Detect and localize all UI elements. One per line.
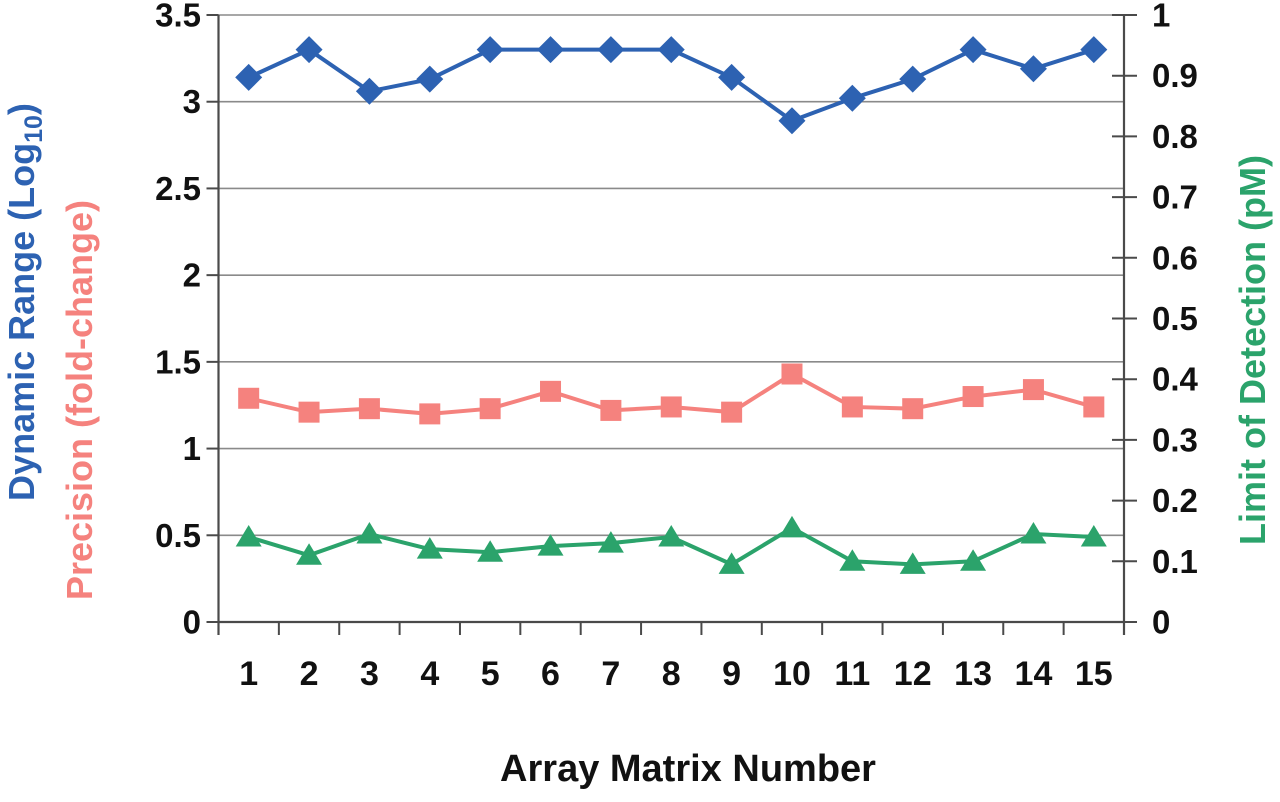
x-axis-tick-label: 11 <box>834 655 870 693</box>
right-axis-tick-label: 0 <box>1152 604 1170 641</box>
left-axis-tick-label: 0.5 <box>155 517 201 554</box>
marker-limit-of-detection-pm-2 <box>296 543 323 565</box>
right-axis-tick-label: 0.2 <box>1152 482 1198 519</box>
marker-dynamic-range-log10-14 <box>1019 55 1047 83</box>
x-axis-tick-label: 4 <box>420 655 439 693</box>
x-axis-tick-label: 9 <box>722 655 741 693</box>
x-axis-tick-label: 12 <box>894 655 932 693</box>
marker-dynamic-range-log10-6 <box>537 36 565 64</box>
left-axis-tick-label: 3.5 <box>155 0 201 34</box>
marker-dynamic-range-log10-1 <box>235 63 263 91</box>
marker-limit-of-detection-pm-13 <box>960 549 987 571</box>
right-axis-tick-label: 0.5 <box>1152 300 1198 337</box>
right-axis-tick-label: 0.6 <box>1152 239 1198 276</box>
x-axis-tick-label: 6 <box>541 655 560 693</box>
marker-precision-fold-change-14 <box>1022 379 1044 401</box>
x-axis-title: Array Matrix Number <box>500 748 876 790</box>
dynamic-range-title-close-paren: ) <box>1 103 42 116</box>
marker-dynamic-range-log10-5 <box>476 36 504 64</box>
right-axis-tick-label: 0.9 <box>1152 57 1198 94</box>
x-axis-tick-label: 3 <box>360 655 379 693</box>
right-axis-tick-label: 1 <box>1152 0 1170 34</box>
x-axis-tick-label: 2 <box>300 655 319 693</box>
right-axis-tick-label: 0.1 <box>1152 543 1198 580</box>
marker-precision-fold-change-11 <box>841 396 863 418</box>
marker-precision-fold-change-2 <box>298 401 320 423</box>
marker-dynamic-range-log10-12 <box>899 65 927 93</box>
marker-limit-of-detection-pm-10 <box>778 515 805 538</box>
left-axis-tick-label: 0 <box>183 604 201 641</box>
x-axis-tick-label: 14 <box>1015 655 1053 693</box>
right-axis-tick-label: 0.8 <box>1152 118 1198 155</box>
marker-precision-fold-change-9 <box>721 401 743 423</box>
right-axis-tick-label: 0.3 <box>1152 421 1198 458</box>
marker-precision-fold-change-5 <box>479 398 501 420</box>
marker-dynamic-range-log10-8 <box>657 36 685 64</box>
dynamic-range-title-subscript: 10 <box>20 115 49 143</box>
left-axis-tick-label: 3 <box>183 83 201 120</box>
marker-dynamic-range-log10-13 <box>959 36 987 64</box>
right-axis-tick-label: 0.7 <box>1152 179 1198 216</box>
left-axis-tick-label: 1 <box>183 430 201 467</box>
marker-precision-fold-change-13 <box>962 386 984 408</box>
marker-dynamic-range-log10-10 <box>778 107 806 135</box>
x-axis-tick-label: 1 <box>239 655 258 693</box>
marker-limit-of-detection-pm-15 <box>1080 525 1107 547</box>
marker-precision-fold-change-12 <box>902 398 924 420</box>
marker-limit-of-detection-pm-5 <box>477 540 504 562</box>
marker-dynamic-range-log10-9 <box>718 63 746 91</box>
marker-dynamic-range-log10-2 <box>295 36 323 64</box>
marker-precision-fold-change-1 <box>238 387 260 409</box>
marker-precision-fold-change-8 <box>660 396 682 418</box>
right-axis-tick-label: 0.4 <box>1152 361 1199 398</box>
marker-precision-fold-change-4 <box>419 403 441 425</box>
x-axis-tick-label: 7 <box>601 655 620 693</box>
dynamic-range-title-text: Dynamic Range (Log <box>1 142 42 501</box>
x-axis-tick-label: 5 <box>481 655 500 693</box>
marker-limit-of-detection-pm-8 <box>658 525 685 547</box>
marker-dynamic-range-log10-11 <box>838 84 866 112</box>
marker-limit-of-detection-pm-3 <box>356 521 383 544</box>
marker-limit-of-detection-pm-11 <box>839 549 866 571</box>
left-axis-title-dynamic-range: Dynamic Range (Log10) <box>0 0 49 612</box>
marker-limit-of-detection-pm-7 <box>597 531 624 553</box>
left-axis-tick-label: 1.5 <box>155 343 201 380</box>
marker-limit-of-detection-pm-4 <box>416 537 443 559</box>
marker-limit-of-detection-pm-1 <box>235 525 262 547</box>
marker-precision-fold-change-6 <box>540 380 562 402</box>
right-axis-title-limit-of-detection: Limit of Detection (pM) <box>1232 155 1273 545</box>
marker-precision-fold-change-15 <box>1083 396 1105 418</box>
marker-precision-fold-change-10 <box>781 363 803 385</box>
x-axis-tick-label: 13 <box>954 655 992 693</box>
marker-limit-of-detection-pm-6 <box>537 534 564 556</box>
x-axis-tick-label: 10 <box>773 655 811 693</box>
marker-dynamic-range-log10-7 <box>597 36 625 64</box>
marker-precision-fold-change-7 <box>600 399 622 421</box>
x-axis-tick-label: 8 <box>662 655 681 693</box>
x-axis-tick-label: 15 <box>1075 655 1113 693</box>
marker-dynamic-range-log10-3 <box>355 77 383 105</box>
marker-limit-of-detection-pm-14 <box>1020 521 1047 544</box>
left-axis-tick-label: 2.5 <box>155 170 201 207</box>
marker-limit-of-detection-pm-9 <box>718 552 745 574</box>
left-axis-tick-label: 2 <box>183 257 201 294</box>
marker-dynamic-range-log10-4 <box>416 65 444 93</box>
marker-limit-of-detection-pm-12 <box>899 552 926 574</box>
left-axis-title-precision: Precision (fold-change) <box>59 199 100 601</box>
marker-dynamic-range-log10-15 <box>1080 36 1108 64</box>
marker-precision-fold-change-3 <box>358 398 380 420</box>
